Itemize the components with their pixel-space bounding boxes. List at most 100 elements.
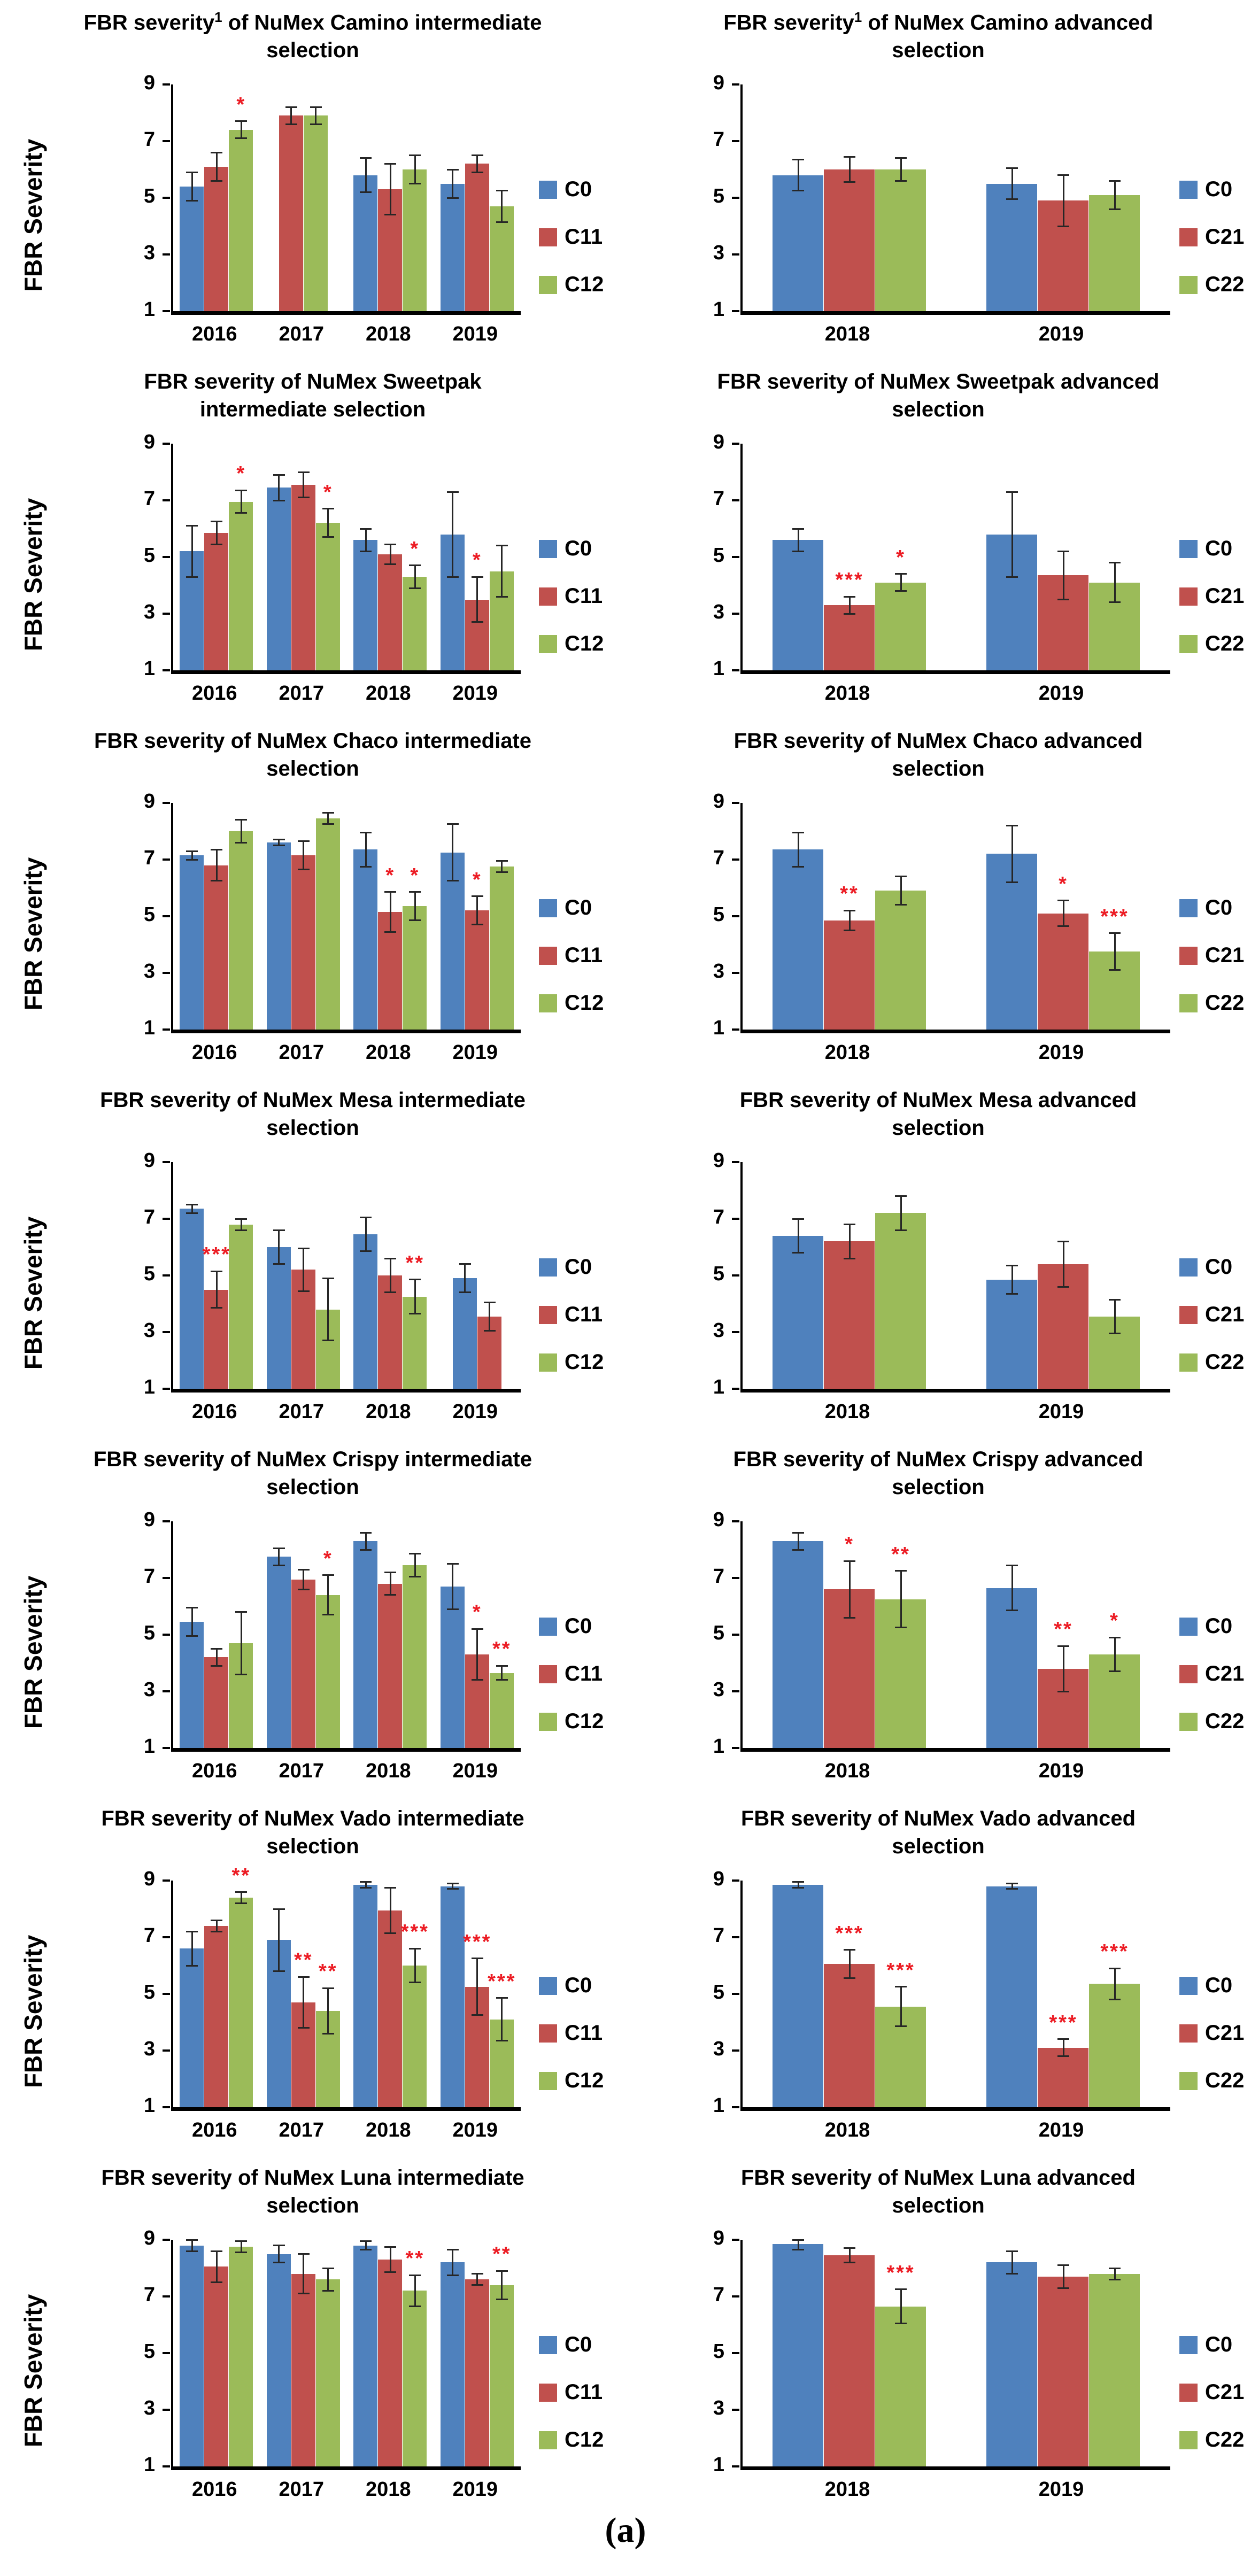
error-bar-cap (297, 2027, 310, 2029)
y-tick-mark (732, 972, 739, 974)
error-bar (414, 2275, 416, 2307)
legend: C0 C21 C22 (1179, 1255, 1244, 1398)
legend-swatch-C0 (539, 180, 557, 199)
chart-title: FBR severity of NuMex Mesa intermediate … (100, 1088, 526, 1140)
error-bar-cap (471, 621, 483, 623)
y-tick-label: 9 (143, 2227, 155, 2249)
error-bar-cap (483, 1329, 496, 1332)
error-bar-cap (297, 1290, 310, 1292)
y-tick-label: 7 (713, 1206, 724, 1228)
error-bar-cap (792, 1886, 804, 1889)
error-bar-cap (211, 543, 223, 545)
error-bar-cap (235, 137, 248, 140)
legend-item-C11: C11 (539, 2380, 604, 2404)
error-bar-cap (384, 1257, 397, 1259)
error-bar-cap (792, 1549, 804, 1551)
y-tick-label: 7 (713, 1565, 724, 1588)
legend-item-C0: C0 (1179, 896, 1244, 920)
y-tick-label: 1 (143, 2094, 155, 2117)
bar-C22-2018 (875, 582, 926, 670)
error-bar-cap (360, 2240, 372, 2242)
chart-row-5: FBR Severity FBR severity of NuMex Vado i… (0, 1796, 1251, 2155)
bar-C22-2018 (875, 169, 926, 311)
error-bar-cap (409, 154, 421, 156)
error-bar-cap (235, 1902, 248, 1904)
plot-area: *** *** *** *** (740, 1881, 1170, 2111)
bar-C0-2019 (986, 1588, 1037, 1748)
error-bar-cap (211, 1919, 223, 1921)
error-bar-cap (273, 1263, 285, 1265)
error-bar-cap (360, 1549, 372, 1551)
error-bar-cap (409, 2274, 421, 2276)
legend-item-C21: C21 (1179, 1662, 1244, 1686)
x-tick-label: 2019 (452, 1041, 498, 1064)
legend-swatch-C0 (539, 2335, 557, 2354)
legend-label-C0: C0 (565, 1255, 592, 1279)
error-bar-cap (409, 564, 421, 567)
y-tick-mark (163, 2106, 170, 2108)
error-bar (848, 910, 851, 931)
chart-row-6: FBR Severity FBR severity of NuMex Luna i… (0, 2155, 1251, 2515)
error-bar-cap (895, 1986, 907, 1988)
x-tick-label: 2016 (191, 1041, 237, 1064)
y-tick-mark (732, 1331, 739, 1333)
error-bar-cap (322, 1574, 334, 1576)
y-tick-mark (732, 2106, 739, 2108)
error-bar-cap (792, 2249, 804, 2251)
legend-swatch-C12 (539, 1353, 557, 1372)
bar-C11-2017 (291, 484, 315, 670)
error-bar-cap (273, 1564, 285, 1566)
legend-label-C12: C12 (565, 632, 604, 655)
bar-C12-2016 (229, 129, 253, 311)
y-tick-mark (732, 2239, 739, 2241)
y-tick-mark (732, 1520, 739, 1522)
error-bar (476, 1958, 478, 2015)
legend: C0 C11 C12 (539, 177, 604, 320)
plot-area: *** ** (171, 1162, 521, 1393)
legend-swatch-C0 (1179, 2335, 1198, 2354)
bar-C11-2018 (378, 1583, 403, 1748)
y-tick-label: 1 (143, 1376, 155, 1398)
error-bar (414, 155, 416, 184)
error-bar (501, 545, 503, 597)
bar-C21-2019 (1038, 2047, 1088, 2107)
error-bar-cap (273, 474, 285, 476)
error-bar-cap (844, 909, 855, 911)
bar-C12-2017 (315, 818, 340, 1030)
legend-swatch-C0 (539, 539, 557, 558)
error-bar-cap (273, 2261, 285, 2263)
bar-C12-2016 (229, 1897, 253, 2107)
legend-label-C12: C12 (565, 991, 604, 1015)
error-bar-cap (1109, 2267, 1121, 2269)
y-tick-label: 1 (143, 657, 155, 680)
legend-item-C21: C21 (1179, 943, 1244, 968)
y-tick-mark (732, 1274, 739, 1277)
error-bar (365, 2241, 367, 2250)
error-bar-cap (322, 812, 334, 814)
y-tick-mark (163, 1879, 170, 1882)
legend-swatch-C11 (539, 1305, 557, 1324)
y-tick-mark (732, 915, 739, 917)
error-bar-cap (792, 1252, 804, 1254)
significance-stars: * (323, 1547, 333, 1570)
error-bar-cap (895, 157, 907, 159)
error-bar-cap (1109, 208, 1121, 210)
error-bar-cap (186, 525, 198, 527)
legend-item-C0: C0 (539, 1614, 604, 1638)
chart-mesa-advanced: FBR severity of NuMex Mesa advanced sele… (626, 1078, 1251, 1437)
error-bar-cap (186, 199, 198, 202)
error-bar-cap (285, 106, 297, 108)
legend-label-C12: C12 (565, 2069, 604, 2092)
bar-C11-2016 (204, 1657, 229, 1748)
error-bar-cap (211, 1665, 223, 1667)
bar-C0-2016 (180, 1948, 204, 2107)
legend-swatch-C21 (1179, 587, 1198, 606)
legend-swatch-C12 (539, 275, 557, 294)
bar-C21-2019 (1038, 913, 1088, 1030)
error-bar (215, 1271, 218, 1308)
error-bar (240, 490, 242, 513)
legend-swatch-C21 (1179, 946, 1198, 965)
error-bar-cap (211, 2281, 223, 2283)
y-tick-mark (163, 915, 170, 917)
bar-C0-2018 (773, 1884, 823, 2107)
